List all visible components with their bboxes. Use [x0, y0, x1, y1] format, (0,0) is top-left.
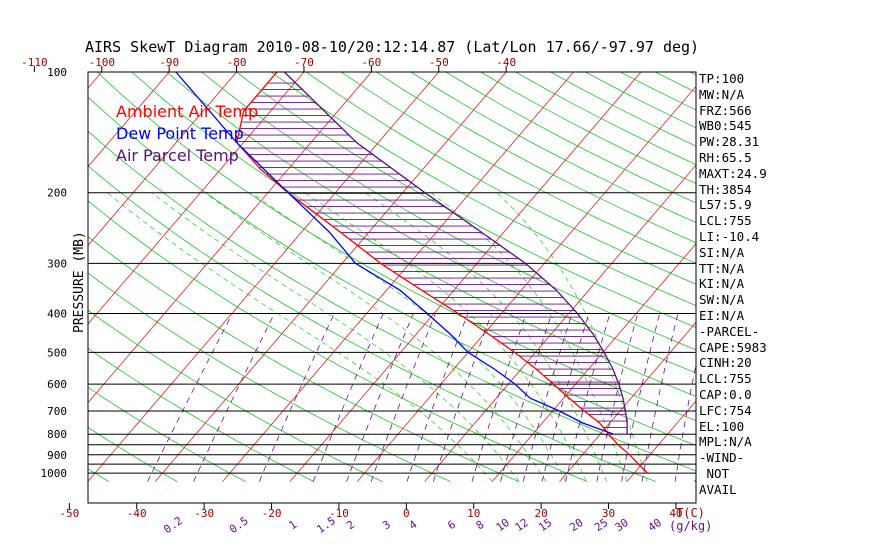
top-temp-tick-label: -70 — [294, 56, 314, 69]
top-temp-tick-label: -90 — [159, 56, 179, 69]
mixing-ratio-grid — [147, 313, 696, 482]
mixing-ratio-label: 0.5 — [227, 514, 251, 536]
panel-line: LCL:755 — [699, 371, 752, 387]
top-temp-tick-label: -100 — [89, 56, 116, 69]
mixing-ratio-label: 4 — [407, 518, 420, 533]
panel-line: TT:N/A — [699, 260, 745, 276]
panel-line: NOT — [699, 465, 730, 481]
mixing-ratio-label: 40 — [646, 516, 664, 534]
panel-line: MW:N/A — [699, 86, 745, 102]
top-temp-tick-label: -110 — [21, 56, 48, 69]
bottom-temp-tick-label: -10 — [329, 507, 349, 520]
legend-entry: Air Parcel Temp — [116, 146, 239, 165]
pressure-tick-label: 500 — [47, 346, 67, 359]
bottom-temp-tick-label: 0 — [403, 507, 410, 520]
bottom-temp-tick-label: -50 — [59, 507, 79, 520]
panel-line: LCL:755 — [699, 213, 752, 229]
pressure-tick-label: 400 — [47, 307, 67, 320]
pressure-tick-label: 600 — [47, 378, 67, 391]
panel-line: -WIND- — [699, 450, 745, 466]
pressure-tick-label: 100 — [47, 66, 67, 79]
panel-line: PW:28.31 — [699, 134, 760, 150]
mixing-ratio-label: 25 — [592, 516, 610, 534]
panel-line: AVAIL — [699, 481, 737, 497]
pressure-tick-label: 700 — [47, 405, 67, 418]
bottom-temp-tick-label: 10 — [467, 507, 480, 520]
panel-line: TP:100 — [699, 71, 745, 86]
mixing-ratio-label: 15 — [536, 516, 554, 534]
bottom-temp-tick-label: -20 — [262, 507, 282, 520]
mixing-ratio-label: 1 — [286, 518, 299, 532]
panel-line: CINH:20 — [699, 355, 752, 371]
panel-line: TH:3854 — [699, 181, 752, 197]
top-temp-tick-label: -80 — [227, 56, 247, 69]
stability-index-panel: TP:100 MW:N/A FRZ:566 WB0:545 PW:28.31 RH:65.… — [699, 71, 867, 498]
panel-line: EI:N/A — [699, 307, 745, 323]
series-line-dew-point-temp — [175, 72, 614, 435]
panel-line: CAPE:5983 — [699, 339, 767, 355]
panel-line: L57:5.9 — [699, 197, 752, 213]
panel-line: MPL:N/A — [699, 434, 752, 450]
bottom-temp-tick-label: -40 — [127, 507, 147, 520]
pressure-tick-label: 800 — [47, 428, 67, 441]
mixing-ratio-label: 0.2 — [161, 514, 185, 536]
mixing-ratio-label: 6 — [445, 518, 458, 532]
series-line-air-parcel-temp — [283, 72, 628, 435]
sounding-series — [175, 72, 649, 474]
mixing-ratio-label: 10 — [494, 516, 512, 534]
temp-unit-label: T(C) — [676, 506, 705, 520]
top-temp-tick-label: -50 — [429, 56, 449, 69]
mixing-ratio-unit-label: (g/kg) — [669, 519, 712, 533]
panel-line: FRZ:566 — [699, 102, 752, 118]
bottom-temp-tick-label: -30 — [194, 507, 214, 520]
legend-entry: Ambient Air Temp — [116, 102, 258, 121]
y-axis-label: PRESSURE (MB) — [72, 231, 87, 333]
legend-entry: Dew Point Temp — [116, 124, 244, 143]
panel-line: SI:N/A — [699, 244, 745, 260]
pressure-tick-label: 300 — [47, 257, 67, 270]
bottom-temp-tick-label: 40 — [669, 507, 682, 520]
chart-title: AIRS SkewT Diagram 2010-08-10/20:12:14.8… — [85, 38, 699, 56]
bottom-temp-tick-label: 30 — [602, 507, 615, 520]
plot-frame — [87, 71, 697, 504]
mixing-ratio-label: 8 — [474, 518, 487, 532]
axis-ticks — [33, 66, 677, 509]
series-line-ambient-air-temp — [235, 72, 649, 474]
panel-line: LI:-10.4 — [699, 228, 760, 244]
top-temp-tick-label: -40 — [496, 56, 516, 69]
pressure-tick-label: 1000 — [41, 467, 68, 480]
panel-line: RH:65.5 — [699, 149, 752, 165]
pressure-tick-label: 200 — [47, 187, 67, 200]
panel-line: WB0:545 — [699, 118, 752, 134]
mixing-ratio-label: 12 — [513, 516, 531, 534]
cape-hatching — [236, 82, 628, 435]
isotherm-grid — [88, 72, 696, 482]
panel-line: -PARCEL- — [699, 323, 760, 339]
panel-line: CAP:0.0 — [699, 386, 752, 402]
bottom-temp-tick-label: 20 — [535, 507, 548, 520]
panel-line: MAXT:24.9 — [699, 165, 767, 181]
mixing-ratio-label: 3 — [380, 518, 393, 532]
top-temp-tick-label: -60 — [361, 56, 381, 69]
legend: Ambient Air Temp Dew Point Temp Air Parcel… — [116, 102, 258, 165]
panel-line: SW:N/A — [699, 292, 745, 308]
panel-line: KI:N/A — [699, 276, 745, 292]
panel-line: EL:100 — [699, 418, 745, 434]
mixing-ratio-label: 2 — [344, 518, 357, 532]
mixing-ratio-label: 30 — [613, 516, 631, 534]
pressure-tick-label: 900 — [47, 449, 67, 462]
mixing-ratio-label: 20 — [567, 516, 585, 534]
panel-line: LFC:754 — [699, 402, 752, 418]
